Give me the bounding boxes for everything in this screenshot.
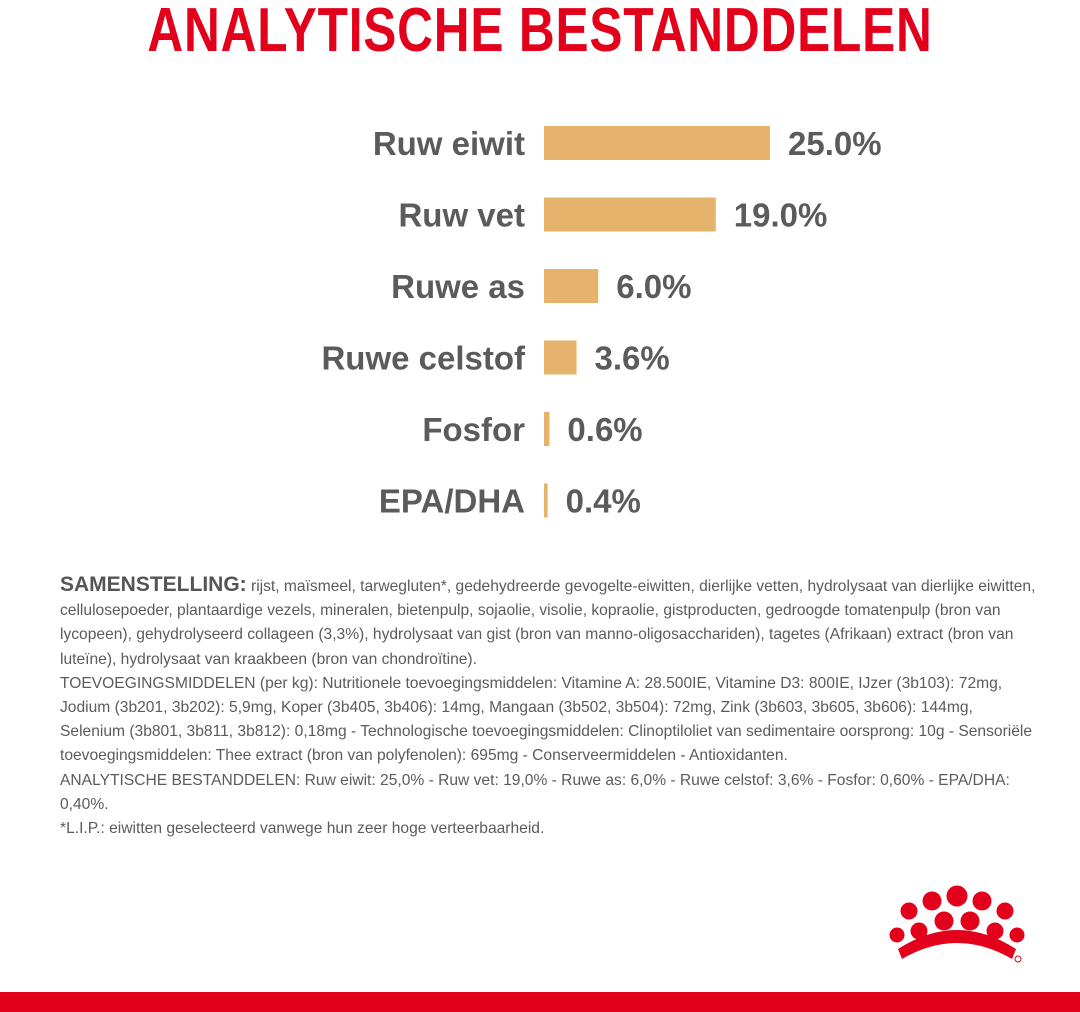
category-label: Ruw vet xyxy=(398,197,525,234)
composition-ingredients: rijst, maïsmeel, tarwegluten*, gedehydre… xyxy=(60,578,1036,668)
value-label: 25.0% xyxy=(788,125,882,162)
bar xyxy=(544,340,577,375)
category-label: Ruw eiwit xyxy=(373,125,525,162)
composition-paragraph: SAMENSTELLING: rijst, maïsmeel, tarweglu… xyxy=(60,573,1040,672)
category-label: Ruwe celstof xyxy=(321,340,526,377)
royal-canin-crown-icon xyxy=(889,885,1025,963)
value-label: 3.6% xyxy=(595,340,670,377)
value-label: 6.0% xyxy=(616,268,691,305)
value-label: 0.6% xyxy=(567,411,642,448)
bar xyxy=(544,197,716,232)
bar xyxy=(544,126,770,160)
category-label: EPA/DHA xyxy=(379,483,525,520)
bar xyxy=(544,412,550,446)
value-label: 19.0% xyxy=(734,197,828,234)
bar xyxy=(544,269,599,303)
category-label: Ruwe as xyxy=(391,268,525,305)
value-label: 0.4% xyxy=(566,483,641,520)
page-title: ANALYTISCHE BESTANDDELEN xyxy=(147,0,933,62)
nutrient-bar-chart: Ruw eiwit 25.0% Ruw vet 19.0% Ruwe as 6.0% Ruw… xyxy=(321,125,882,520)
bar xyxy=(544,483,548,518)
composition-heading: SAMENSTELLING: xyxy=(60,573,247,596)
category-label: Fosfor xyxy=(422,411,525,448)
composition-additives: TOEVOEGINGSMIDDELEN (per kg): Nutritione… xyxy=(60,674,1033,765)
footer-red-line xyxy=(0,992,1080,1012)
composition-footnote: *L.I.P.: eiwitten geselecteerd vanwege h… xyxy=(60,820,545,838)
composition-block: SAMENSTELLING: rijst, maïsmeel, tarweglu… xyxy=(60,573,1040,841)
composition-analytical: ANALYTISCHE BESTANDDELEN: Ruw eiwit: 25,… xyxy=(60,771,1010,813)
